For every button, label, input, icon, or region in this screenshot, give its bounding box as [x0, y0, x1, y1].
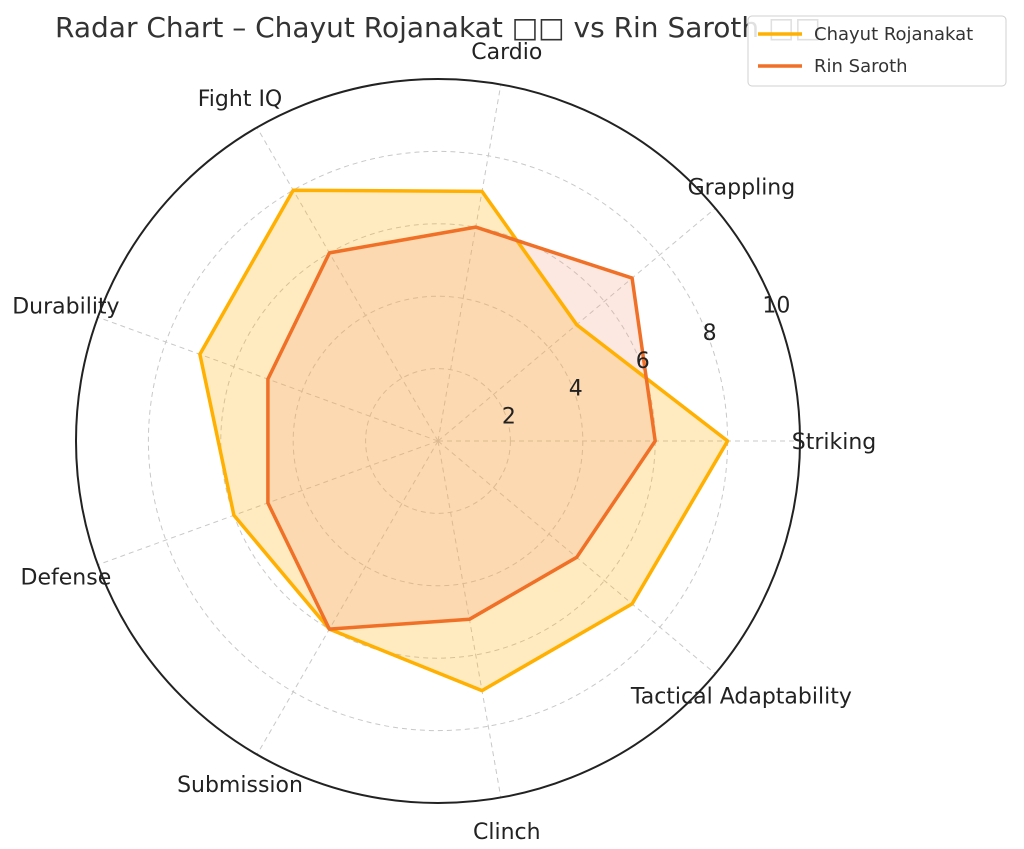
tick-label-6: 6	[636, 349, 650, 374]
series-line-chayut-rojanakat	[198, 188, 730, 693]
series-layer	[198, 188, 730, 693]
tick-label-4: 4	[569, 377, 583, 402]
axis-label-clinch: Clinch	[473, 820, 541, 845]
axis-label-fight-iq: Fight IQ	[198, 87, 283, 112]
legend: Chayut Rojanakat Rin Saroth	[747, 15, 1007, 87]
axis-label-striking: Striking	[792, 430, 877, 455]
radial-tick-labels: 2 4 6 8 10	[502, 294, 791, 430]
legend-box	[747, 15, 1007, 87]
chart-title: Radar Chart – Chayut Rojanakat □□ vs Rin…	[55, 11, 821, 44]
spoke-fight-iq	[256, 127, 439, 442]
tick-label-8: 8	[703, 321, 717, 346]
spoke-submission	[256, 440, 439, 755]
spoke-cardio	[437, 84, 502, 442]
axis-label-tactical-adaptability: Tactical Adaptability	[630, 685, 852, 710]
legend-label-rin-saroth: Rin Saroth	[814, 56, 908, 77]
tick-label-2: 2	[502, 404, 516, 429]
axis-label-durability: Durability	[12, 295, 119, 320]
tick-label-10: 10	[762, 294, 790, 319]
legend-label-chayut-rojanakat: Chayut Rojanakat	[814, 24, 973, 45]
series-line-rin-saroth	[266, 225, 657, 631]
outer-frame	[75, 78, 801, 804]
axis-label-submission: Submission	[177, 773, 303, 798]
axis-label-grappling: Grappling	[688, 176, 796, 201]
series-area-chayut-rojanakat	[199, 190, 728, 691]
axis-label-cardio: Cardio	[471, 40, 542, 65]
series-area-rin-saroth	[267, 227, 656, 630]
axis-label-defense: Defense	[21, 565, 112, 590]
axis-labels: Striking Grappling Cardio Fight IQ Durabilit…	[12, 40, 876, 845]
